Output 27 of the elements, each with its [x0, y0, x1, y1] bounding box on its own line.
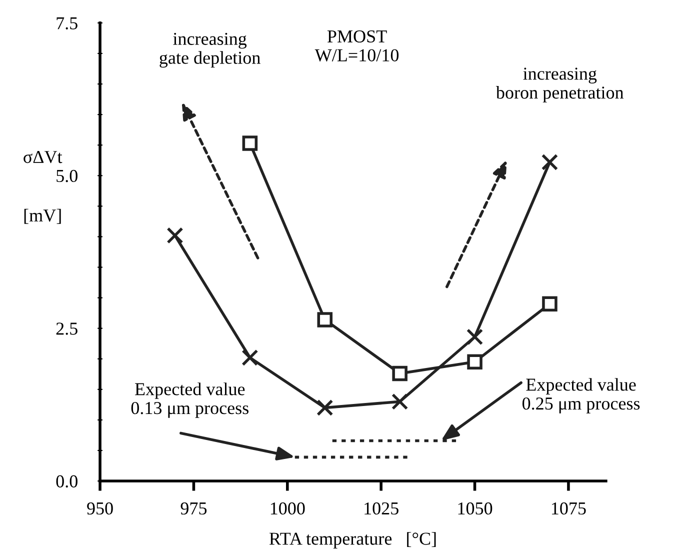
x-tick-label: 975 — [180, 502, 207, 515]
x-axis-title: RTA temperature [°C] — [269, 532, 436, 548]
point — [466, 328, 484, 346]
text: PMOST W/L=10/10 — [314, 30, 399, 62]
y-tick-label: 0.0 — [56, 475, 78, 488]
point — [542, 296, 558, 312]
x-tick-label: 1025 — [364, 502, 398, 515]
point — [242, 136, 258, 151]
y-tick-label: 5.0 — [56, 170, 78, 182]
point — [467, 354, 482, 370]
annotation: Expected value 0.13 μm process — [131, 382, 248, 418]
x-tick-label: 950 — [87, 502, 113, 515]
point — [541, 154, 558, 171]
point — [391, 393, 408, 410]
x-tick-label: 1050 — [458, 502, 492, 515]
point — [317, 312, 333, 328]
annotation: increasing boron penetration — [496, 68, 624, 102]
point — [316, 399, 334, 416]
point — [242, 349, 258, 366]
x-tick-label: 1000 — [270, 502, 305, 515]
point — [392, 366, 408, 382]
point — [166, 227, 184, 244]
annotation: increasing gate depletion — [160, 32, 260, 68]
annotation: Expected value 0.25 μm process — [522, 378, 640, 414]
y-tick-label: 7.5 — [56, 17, 78, 30]
y-tick-label: 2.5 — [56, 322, 78, 335]
x-tick-label: 1075 — [552, 502, 586, 515]
